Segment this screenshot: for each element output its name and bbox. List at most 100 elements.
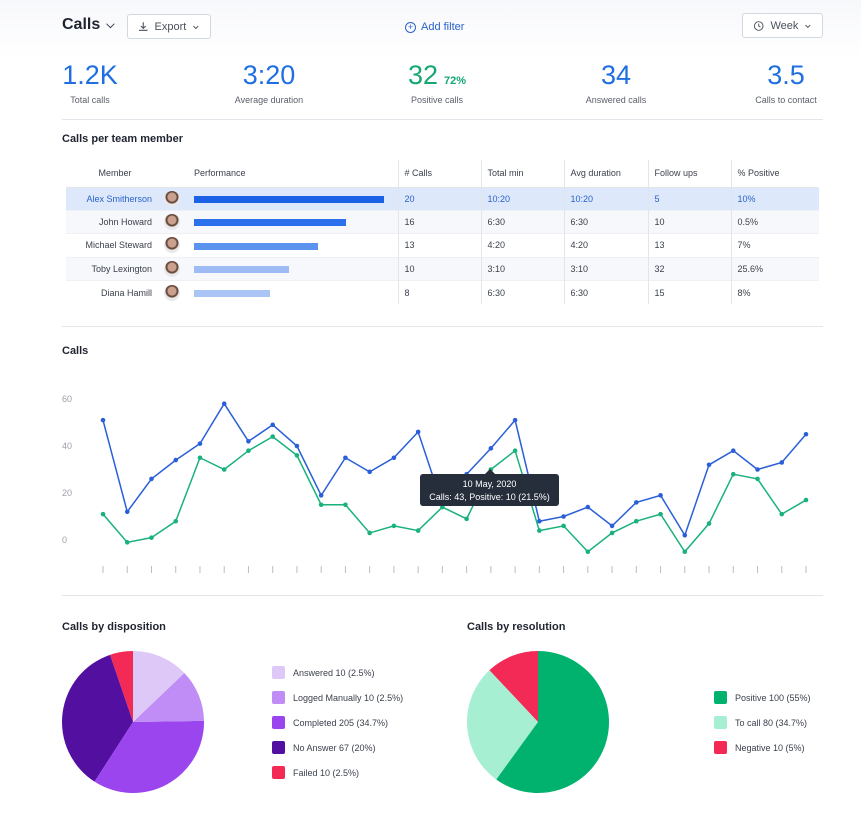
data-point[interactable] [294, 443, 300, 449]
legend-item[interactable]: Completed 205 (34.7%) [272, 710, 403, 735]
data-point[interactable] [221, 401, 227, 406]
data-point[interactable] [367, 469, 372, 475]
data-point[interactable] [609, 523, 615, 529]
follow-ups-cell: 15 [647, 280, 731, 304]
data-point[interactable] [634, 518, 639, 524]
calls-line-chart[interactable]: 60 40 20 0 10 May, 2020 Calls: 43, Positive: … [50, 385, 820, 580]
pie-slice[interactable] [489, 651, 538, 722]
legend-item[interactable]: Negative 10 (5%) [714, 735, 811, 760]
data-point[interactable] [512, 417, 518, 423]
data-point[interactable] [246, 448, 251, 453]
pie-slice[interactable] [110, 651, 133, 722]
download-icon [138, 22, 148, 31]
data-point[interactable] [391, 523, 397, 529]
data-point[interactable] [221, 467, 227, 472]
kpi-answered-calls: 34 Answered calls [571, 60, 661, 105]
data-point[interactable] [658, 511, 663, 517]
data-point[interactable] [124, 540, 130, 545]
data-point[interactable] [415, 429, 421, 435]
export-button[interactable]: Export [127, 14, 211, 39]
period-select[interactable]: Week [742, 13, 823, 38]
legend-item[interactable]: Failed 10 (2.5%) [272, 760, 403, 785]
data-point[interactable] [706, 462, 712, 468]
data-point[interactable] [755, 476, 760, 482]
legend-swatch [272, 691, 285, 704]
data-point[interactable] [803, 431, 809, 437]
data-point[interactable] [755, 467, 760, 472]
data-point[interactable] [100, 511, 106, 517]
data-point[interactable] [415, 528, 421, 533]
legend-item[interactable]: Logged Manually 10 (2.5%) [272, 685, 403, 710]
data-point[interactable] [343, 502, 348, 508]
data-point[interactable] [197, 441, 203, 446]
data-point[interactable] [343, 455, 348, 461]
data-point[interactable] [124, 509, 130, 515]
column-header[interactable]: Member [66, 160, 158, 188]
data-point[interactable] [197, 455, 203, 461]
data-point[interactable] [100, 417, 106, 423]
pie-slice[interactable] [133, 672, 204, 722]
legend-item[interactable]: Positive 100 (55%) [714, 685, 811, 710]
data-point[interactable] [779, 460, 785, 465]
legend-item[interactable]: No Answer 67 (20%) [272, 735, 403, 760]
data-point[interactable] [609, 530, 615, 536]
table-row[interactable]: John Howard 16 6:30 6:30 10 0.5% [66, 209, 819, 234]
resolution-pie-chart[interactable] [465, 649, 611, 795]
data-point[interactable] [585, 504, 591, 510]
data-point[interactable] [270, 422, 275, 428]
pie-slice[interactable] [61, 654, 133, 782]
member-avatar [158, 280, 188, 304]
column-header[interactable]: # Calls [397, 160, 481, 188]
table-row[interactable]: Diana Hamill 8 6:30 6:30 15 8% [66, 280, 819, 304]
column-header[interactable]: Avg duration [563, 160, 648, 188]
data-point[interactable] [585, 549, 591, 555]
table-row[interactable]: Toby Lexington 10 3:10 3:10 32 25.6% [66, 256, 819, 281]
data-point[interactable] [270, 434, 275, 439]
column-header[interactable]: Total min [480, 160, 564, 188]
data-point[interactable] [149, 535, 154, 540]
table-row[interactable]: Michael Steward 13 4:20 4:20 13 7% [66, 233, 819, 258]
data-point[interactable] [246, 439, 251, 444]
data-point[interactable] [561, 523, 566, 529]
pie-slice[interactable] [496, 651, 609, 793]
data-point[interactable] [537, 528, 542, 533]
legend-item[interactable]: To call 80 (34.7%) [714, 710, 811, 735]
data-point[interactable] [682, 533, 688, 538]
data-point[interactable] [488, 446, 494, 451]
data-point[interactable] [149, 476, 154, 482]
data-point[interactable] [391, 455, 397, 461]
data-point[interactable] [318, 493, 324, 498]
data-point[interactable] [658, 493, 663, 498]
column-header[interactable]: Performance [188, 160, 398, 188]
team-table: Member Performance # Calls Total min Avg… [66, 160, 819, 304]
data-point[interactable] [367, 530, 372, 536]
column-header[interactable]: Follow ups [647, 160, 731, 188]
pie-slice[interactable] [94, 720, 204, 793]
add-filter-button[interactable]: + Add filter [405, 21, 464, 33]
data-point[interactable] [803, 497, 809, 503]
data-point[interactable] [634, 500, 639, 505]
data-point[interactable] [682, 549, 688, 555]
data-point[interactable] [706, 521, 712, 526]
legend-item[interactable]: Answered 10 (2.5%) [272, 660, 403, 685]
column-header[interactable]: % Positive [730, 160, 819, 188]
data-point[interactable] [730, 448, 736, 453]
data-point[interactable] [730, 471, 736, 477]
table-row[interactable]: Alex Smitherson 20 10:20 10:20 5 10% [66, 186, 819, 211]
pie-slice[interactable] [467, 670, 538, 780]
data-point[interactable] [561, 514, 566, 519]
export-label: Export [154, 20, 187, 33]
page-title[interactable]: Calls ⌵ [62, 16, 115, 34]
data-point[interactable] [512, 448, 518, 453]
data-point[interactable] [318, 502, 324, 508]
data-point[interactable] [173, 518, 179, 524]
pie-slice[interactable] [133, 651, 185, 722]
data-point[interactable] [537, 518, 542, 524]
disposition-pie-chart[interactable] [60, 649, 206, 795]
data-point[interactable] [464, 516, 469, 522]
data-point[interactable] [779, 511, 785, 517]
data-point[interactable] [173, 457, 179, 463]
data-point[interactable] [294, 453, 300, 458]
chevron-down-icon: ⌵ [106, 18, 115, 31]
calls-cell: 13 [397, 233, 481, 258]
